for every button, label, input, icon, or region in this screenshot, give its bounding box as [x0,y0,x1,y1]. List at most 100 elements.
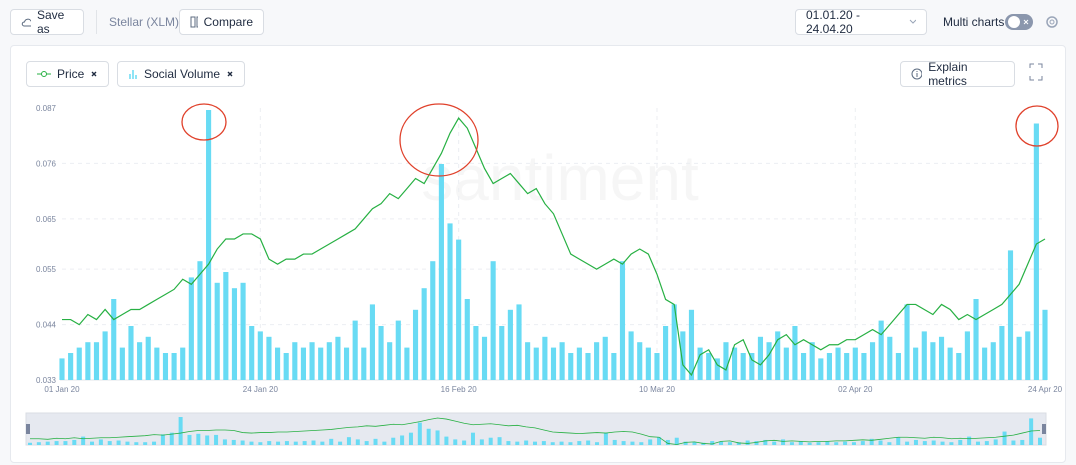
nav-volume-bar [214,434,219,445]
compare-icon [190,16,198,28]
nav-volume-bar [54,441,59,445]
nav-volume-bar [541,441,546,445]
nav-volume-bar [293,441,298,445]
save-button[interactable]: Save as [10,8,84,36]
volume-bar [231,288,238,380]
x-tick-label: 24 Jan 20 [243,385,279,394]
toggle-and-settings[interactable] [1004,12,1064,32]
volume-bar [343,347,350,380]
nav-volume-bar [789,442,794,445]
nav-volume-bar [143,442,148,445]
volume-bar [749,353,755,380]
nav-volume-bar [993,439,998,445]
nav-volume-bar [524,440,529,445]
nav-volume-bar [152,441,157,445]
nav-volume-bar [940,441,945,445]
remove-icon[interactable] [226,70,234,78]
x-tick-label: 24 Apr 20 [1028,385,1063,394]
nav-volume-bar [772,441,777,445]
volume-bar [240,282,246,380]
nav-volume-bar [630,441,635,445]
volume-bar [300,347,307,380]
volume-bar [913,347,919,380]
volume-bar [128,326,134,380]
line-icon [37,71,51,77]
nav-volume-bar [834,442,839,445]
volume-bar [447,223,453,380]
nav-volume-bar [346,437,351,445]
nav-volume-bar [869,438,874,445]
volume-bar [921,331,927,380]
nav-volume-bar [36,442,41,445]
nav-volume-bar [435,430,440,445]
nav-volume-bar [621,441,626,445]
volume-bar [119,347,125,380]
nav-volume-bar [949,442,954,445]
volume-bar [361,347,367,380]
multi-charts-label: Multi charts [943,15,1005,29]
explain-button[interactable]: Explain metrics [900,60,1015,88]
nav-volume-bar [222,439,227,445]
nav-volume-bar [178,417,183,445]
compare-button[interactable]: Compare [179,9,264,35]
volume-bar [292,342,298,380]
volume-bar [740,353,746,380]
volume-bar [826,353,832,380]
nav-volume-bar [825,441,830,445]
volume-bar [766,342,772,380]
nav-volume-bar [586,440,591,445]
volume-bar [800,353,807,380]
nav-volume-bar [639,442,644,445]
date-range[interactable]: 01.01.20 - 24.04.20 [795,8,927,36]
nav-volume-bar [710,441,715,445]
explain-label: Explain metrics [928,60,968,88]
remove-icon[interactable] [90,70,98,78]
nav-volume-bar [648,439,653,445]
volume-bar [162,353,169,380]
nav-volume-bar [497,437,502,445]
volume-bar [999,326,1005,380]
volume-bar [533,347,539,380]
volume-bar [283,353,289,380]
y-tick-label: 0.087 [36,104,57,113]
volume-bar [145,336,151,380]
y-tick-label: 0.033 [36,376,57,385]
y-tick-label: 0.076 [36,159,57,168]
nav-volume-bar [373,438,378,445]
volume-bar [861,353,867,380]
nav-volume-bar [364,441,369,445]
fullscreen-icon[interactable] [1029,63,1043,81]
nav-volume-bar [674,437,679,445]
y-tick-label: 0.055 [36,265,57,274]
volume-bar [154,347,160,380]
volume-bar [68,353,74,380]
nav-volume-bar [913,439,918,445]
volume-bar [706,353,712,380]
nav-volume-bar [479,439,484,445]
nav-volume-bar [533,441,537,445]
nav-volume-bar [665,439,670,445]
nav-volume-bar [400,435,405,445]
volume-bar [309,342,315,380]
metric-chip[interactable]: Price [26,61,110,87]
volume-bar [275,347,281,380]
nav-volume-bar [807,442,812,445]
nav-volume-bar [550,442,555,445]
nav-volume-bar [798,441,803,445]
volume-bar [266,336,272,380]
volume-bar [223,272,229,380]
nav-volume-bar [284,441,289,445]
volume-bar [111,299,117,380]
nav-handle [1042,424,1046,434]
chevron [909,19,916,24]
volume-bar [723,342,729,380]
nav-volume-bar [81,436,86,445]
metric-chip[interactable]: Social Volume [117,61,246,87]
nav-volume-bar [1038,437,1042,445]
volume-bar [438,164,444,380]
x-tick-label: 10 Mar 20 [639,385,676,394]
nav-volume-bar [922,441,927,445]
nav-volume-bar [417,422,422,445]
volume-bar [619,261,626,380]
volume-bar [499,326,505,380]
